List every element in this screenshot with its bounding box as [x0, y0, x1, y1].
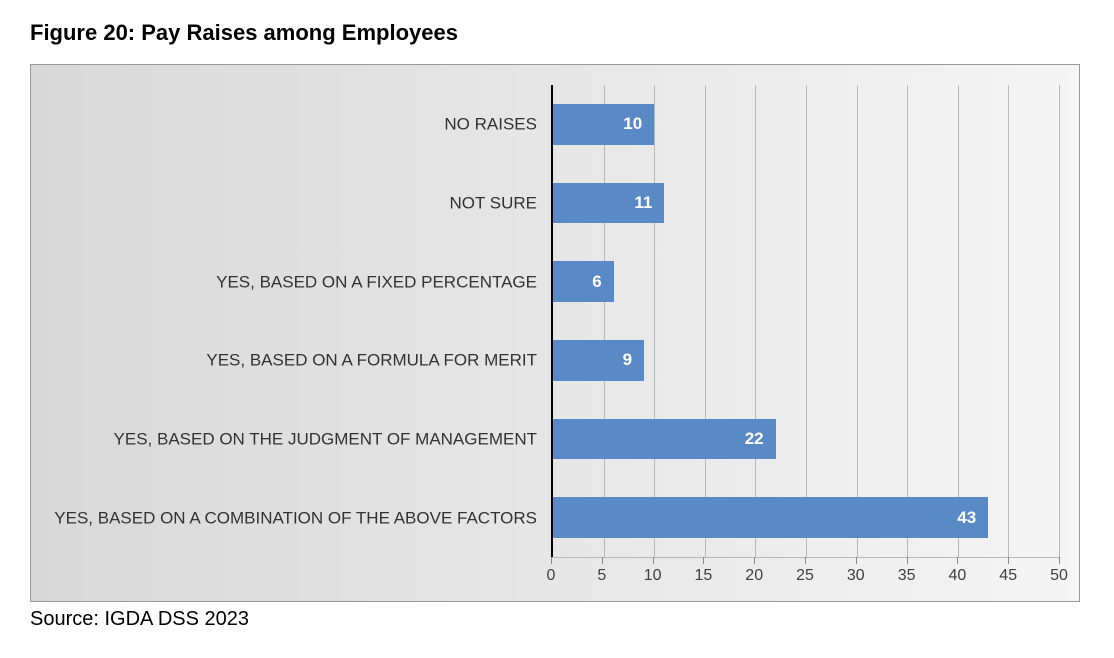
x-tickmark: [1059, 557, 1060, 564]
bar: 9: [553, 340, 644, 381]
category-row: YES, BASED ON THE JUDGMENT OF MANAGEMENT: [31, 400, 541, 479]
category-row: NOT SURE: [31, 164, 541, 243]
category-label: YES, BASED ON A COMBINATION OF THE ABOVE…: [31, 507, 541, 528]
gridline: [604, 85, 605, 557]
x-tickmark: [957, 557, 958, 564]
x-tick-label: 25: [796, 567, 814, 585]
gridline: [958, 85, 959, 557]
x-tickmark: [551, 557, 552, 564]
bar-value-label: 10: [623, 114, 642, 134]
x-tick-label: 15: [694, 567, 712, 585]
x-tickmark: [805, 557, 806, 564]
category-label: YES, BASED ON THE JUDGMENT OF MANAGEMENT: [31, 428, 541, 449]
gridline: [806, 85, 807, 557]
gridline: [1008, 85, 1009, 557]
x-tick-label: 0: [547, 567, 556, 585]
gridline: [654, 85, 655, 557]
category-row: NO RAISES: [31, 85, 541, 164]
x-tick-label: 35: [898, 567, 916, 585]
category-label: YES, BASED ON A FIXED PERCENTAGE: [31, 271, 541, 292]
x-axis: 05101520253035404550: [551, 557, 1059, 601]
x-tickmark: [856, 557, 857, 564]
chart-container: NO RAISES NOT SURE YES, BASED ON A FIXED P…: [30, 64, 1080, 602]
bar: 43: [553, 497, 988, 538]
gridline: [705, 85, 706, 557]
category-label: NOT SURE: [31, 192, 541, 213]
x-tick-label: 20: [745, 567, 763, 585]
x-tickmark: [602, 557, 603, 564]
bar: 22: [553, 419, 776, 460]
x-tick-label: 30: [847, 567, 865, 585]
category-row: YES, BASED ON A FORMULA FOR MERIT: [31, 321, 541, 400]
x-tickmark: [907, 557, 908, 564]
bar-value-label: 22: [745, 429, 764, 449]
category-labels-column: NO RAISES NOT SURE YES, BASED ON A FIXED P…: [31, 85, 541, 557]
category-label: NO RAISES: [31, 114, 541, 135]
source-note: Source: IGDA DSS 2023: [30, 608, 1084, 631]
category-label: YES, BASED ON A FORMULA FOR MERIT: [31, 350, 541, 371]
bar-value-label: 11: [634, 193, 652, 213]
bar: 6: [553, 261, 614, 302]
bar-value-label: 6: [592, 272, 601, 292]
chart-inner: NO RAISES NOT SURE YES, BASED ON A FIXED P…: [31, 85, 1059, 557]
x-tick-label: 45: [999, 567, 1017, 585]
bar: 11: [553, 183, 664, 224]
x-tick-label: 10: [644, 567, 662, 585]
gridline: [907, 85, 908, 557]
figure-title: Figure 20: Pay Raises among Employees: [30, 20, 1084, 46]
x-tickmark: [653, 557, 654, 564]
category-row: YES, BASED ON A COMBINATION OF THE ABOVE…: [31, 478, 541, 557]
category-row: YES, BASED ON A FIXED PERCENTAGE: [31, 242, 541, 321]
gridline: [857, 85, 858, 557]
x-tickmark: [703, 557, 704, 564]
x-tick-label: 5: [597, 567, 606, 585]
gridline: [755, 85, 756, 557]
plot-area: 10 11 6 9 22 43: [551, 85, 1059, 557]
gridline: [1059, 85, 1060, 557]
x-tickmark: [1008, 557, 1009, 564]
bar-value-label: 43: [957, 508, 976, 528]
bar-value-label: 9: [623, 350, 632, 370]
x-tickmark: [754, 557, 755, 564]
x-tick-label: 50: [1050, 567, 1068, 585]
bar: 10: [553, 104, 654, 145]
x-tick-label: 40: [948, 567, 966, 585]
